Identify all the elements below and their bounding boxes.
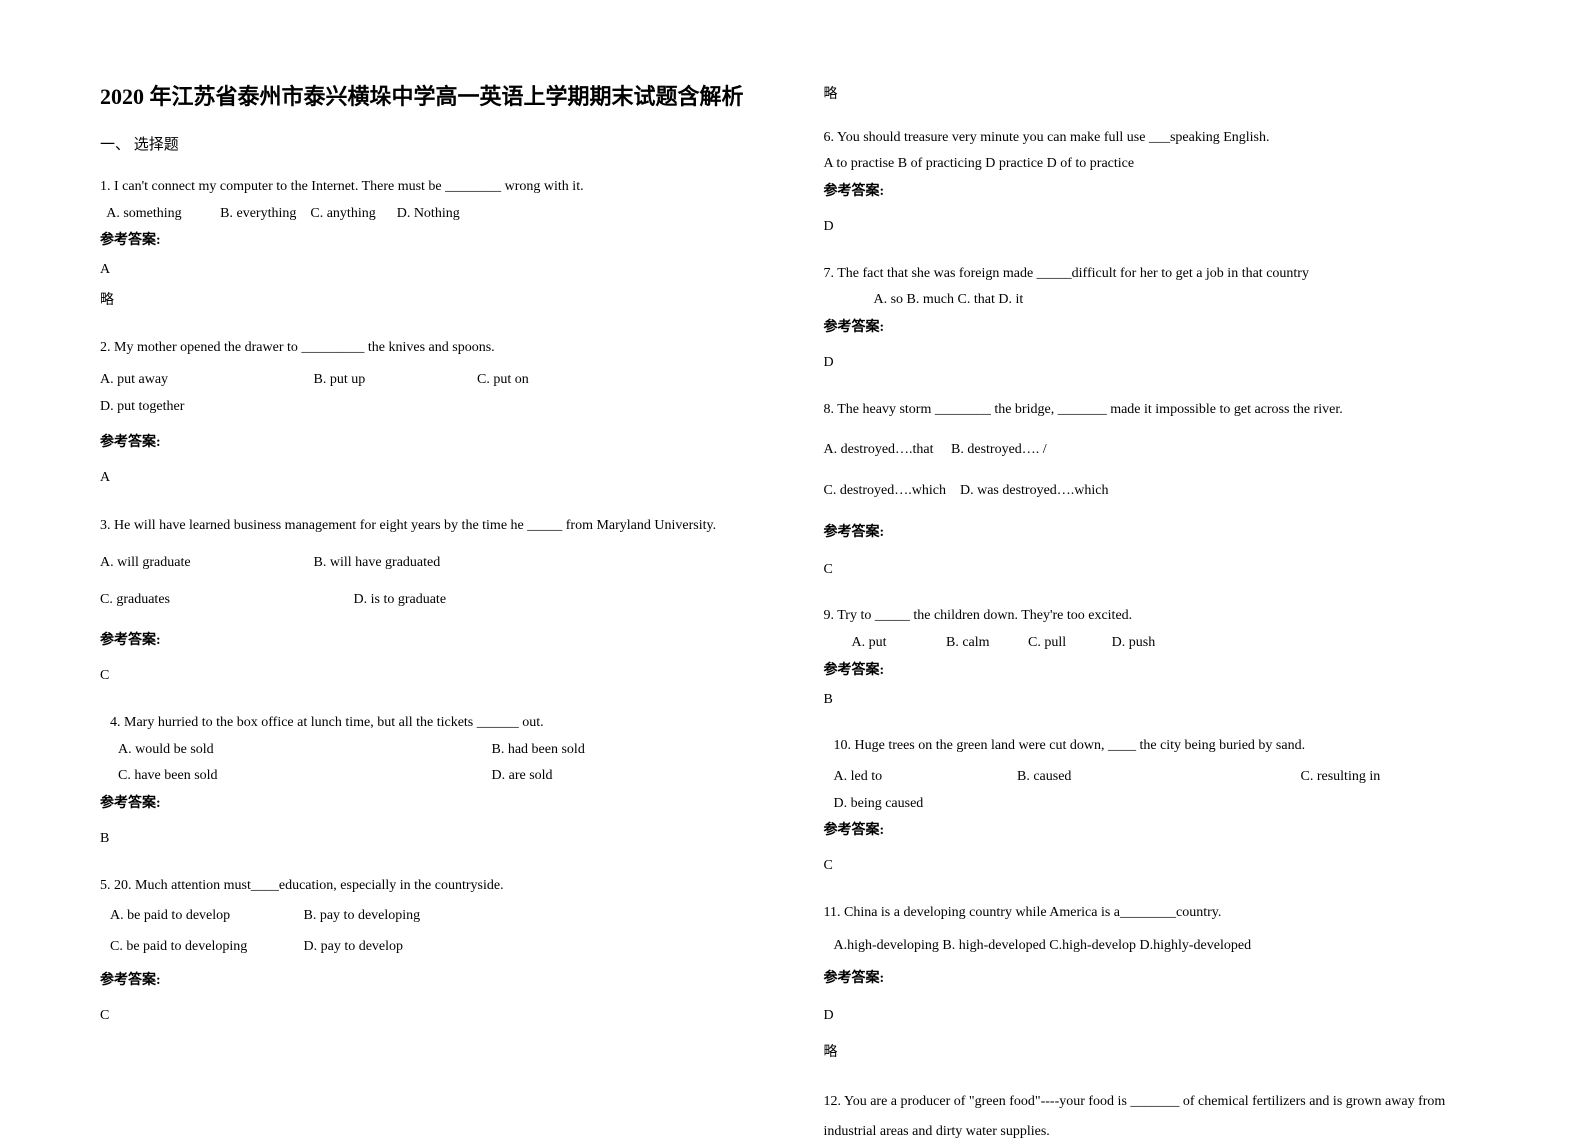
- question-options-row1: A. destroyed….that B. destroyed…. /: [824, 437, 1488, 464]
- answer-value: B: [100, 824, 764, 855]
- option-b: B. pay to developing: [304, 903, 421, 930]
- option-d: D. being caused: [834, 791, 924, 818]
- option-b: B. will have graduated: [314, 550, 441, 577]
- answer-value: C: [100, 1001, 764, 1032]
- question-options: A. led to B. caused C. resulting in D. b…: [824, 764, 1488, 817]
- question-text: 5. 20. Much attention must____education,…: [100, 873, 764, 900]
- question-7: 7. The fact that she was foreign made __…: [824, 261, 1488, 379]
- answer-value: D: [824, 212, 1488, 243]
- question-text: 2. My mother opened the drawer to ______…: [100, 335, 764, 362]
- section-heading: 一、 选择题: [100, 133, 764, 154]
- question-options: A. so B. much C. that D. it: [824, 287, 1488, 314]
- question-options: A. put away B. put up C. put on D. put t…: [100, 367, 764, 420]
- left-column: 2020 年江苏省泰州市泰兴横垛中学高一英语上学期期末试题含解析 一、 选择题 …: [100, 80, 764, 1082]
- answer-value: B: [824, 685, 1488, 716]
- page-container: 2020 年江苏省泰州市泰兴横垛中学高一英语上学期期末试题含解析 一、 选择题 …: [100, 80, 1487, 1082]
- answer-label: 参考答案:: [824, 965, 1488, 993]
- answer-value: A: [100, 255, 764, 286]
- option-c: C. graduates: [100, 587, 300, 614]
- answer-label: 参考答案:: [100, 227, 764, 255]
- question-6: 6. You should treasure very minute you c…: [824, 125, 1488, 243]
- question-options-row1: A. be paid to develop B. pay to developi…: [100, 903, 764, 930]
- right-column: 略 6. You should treasure very minute you…: [824, 80, 1488, 1082]
- answer-value: A: [100, 463, 764, 494]
- question-text: 1. I can't connect my computer to the In…: [100, 174, 764, 201]
- option-c: C. be paid to developing: [110, 934, 300, 961]
- option-d: D. pay to develop: [304, 934, 404, 961]
- omitted-text: 略: [824, 80, 1488, 111]
- question-text: 7. The fact that she was foreign made __…: [824, 261, 1488, 288]
- question-text: 11. China is a developing country while …: [824, 900, 1488, 927]
- option-a: A. would be sold: [118, 737, 438, 764]
- question-8: 8. The heavy storm ________ the bridge, …: [824, 397, 1488, 586]
- omitted-text: 略: [100, 286, 764, 317]
- question-options-row2: C. be paid to developing D. pay to devel…: [100, 934, 764, 961]
- option-a: A. will graduate: [100, 550, 260, 577]
- option-c: C. resulting in: [1301, 764, 1431, 791]
- answer-label: 参考答案:: [824, 314, 1488, 342]
- answer-label: 参考答案:: [100, 790, 764, 818]
- question-options: A. put B. calm C. pull D. push: [824, 630, 1488, 657]
- question-3: 3. He will have learned business managem…: [100, 511, 764, 692]
- option-b: B. caused: [1017, 764, 1297, 791]
- question-1: 1. I can't connect my computer to the In…: [100, 174, 764, 317]
- answer-label: 参考答案:: [100, 967, 764, 995]
- question-2: 2. My mother opened the drawer to ______…: [100, 335, 764, 494]
- question-5: 5. 20. Much attention must____education,…: [100, 873, 764, 1032]
- question-11: 11. China is a developing country while …: [824, 900, 1488, 1069]
- answer-label: 参考答案:: [824, 178, 1488, 206]
- answer-label: 参考答案:: [824, 519, 1488, 547]
- question-options: A.high-developing B. high-developed C.hi…: [824, 933, 1488, 960]
- question-text: 6. You should treasure very minute you c…: [824, 125, 1488, 152]
- answer-value: C: [824, 851, 1488, 882]
- answer-label: 参考答案:: [824, 817, 1488, 845]
- question-options-row2: C. have been sold D. are sold: [100, 763, 764, 790]
- answer-value: C: [824, 555, 1488, 586]
- option-c: C. have been sold: [118, 763, 438, 790]
- option-b: B. put up: [314, 367, 424, 394]
- option-d: D. are sold: [492, 763, 553, 790]
- question-options-row2: C. graduates D. is to graduate: [100, 587, 764, 614]
- answer-value: D: [824, 1001, 1488, 1032]
- document-title: 2020 年江苏省泰州市泰兴横垛中学高一英语上学期期末试题含解析: [100, 80, 764, 113]
- option-d: D. put together: [100, 394, 184, 421]
- question-options: A to practise B of practicing D practice…: [824, 151, 1488, 178]
- option-b: B. had been sold: [492, 737, 585, 764]
- answer-label: 参考答案:: [100, 429, 764, 457]
- option-d: D. is to graduate: [354, 587, 447, 614]
- answer-label: 参考答案:: [100, 627, 764, 655]
- question-text: 10. Huge trees on the green land were cu…: [824, 733, 1488, 760]
- question-text: 8. The heavy storm ________ the bridge, …: [824, 397, 1488, 424]
- question-10: 10. Huge trees on the green land were cu…: [824, 733, 1488, 882]
- question-options-row2: C. destroyed….which D. was destroyed….wh…: [824, 478, 1488, 505]
- question-text: 3. He will have learned business managem…: [100, 511, 764, 542]
- option-a: A. be paid to develop: [110, 903, 300, 930]
- question-text: 9. Try to _____ the children down. They'…: [824, 603, 1488, 630]
- question-options: A. something B. everything C. anything D…: [100, 201, 764, 228]
- answer-value: C: [100, 661, 764, 692]
- option-c: C. put on: [477, 367, 577, 394]
- question-text: 4. Mary hurried to the box office at lun…: [100, 710, 764, 737]
- option-a: A. led to: [834, 764, 1014, 791]
- question-options-row1: A. would be sold B. had been sold: [100, 737, 764, 764]
- answer-label: 参考答案:: [824, 657, 1488, 685]
- question-9: 9. Try to _____ the children down. They'…: [824, 603, 1488, 715]
- omitted-text: 略: [824, 1038, 1488, 1069]
- question-options-row1: A. will graduate B. will have graduated: [100, 550, 764, 577]
- question-12: 12. You are a producer of "green food"--…: [824, 1087, 1488, 1148]
- question-4: 4. Mary hurried to the box office at lun…: [100, 710, 764, 855]
- question-text: 12. You are a producer of "green food"--…: [824, 1087, 1488, 1148]
- answer-value: D: [824, 348, 1488, 379]
- option-a: A. put away: [100, 367, 260, 394]
